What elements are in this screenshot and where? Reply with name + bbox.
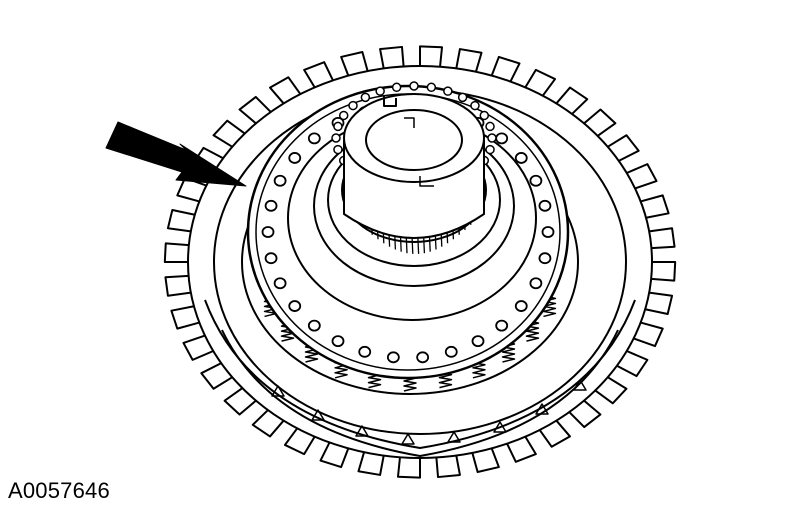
shaft-crown-tooth: [333, 121, 343, 132]
shaft-crown-tooth: [360, 92, 371, 103]
plate-hole: [416, 351, 430, 364]
drum-tooth: [649, 227, 676, 250]
shaft-crown-tooth: [348, 100, 358, 111]
plate-hole: [538, 252, 552, 265]
plate-hole: [358, 345, 372, 358]
plate-hole: [471, 335, 485, 348]
shaft-crown-tooth: [409, 81, 419, 91]
drum-tooth: [616, 350, 649, 378]
plate-hole: [307, 132, 321, 145]
plate-hole: [495, 132, 509, 145]
plate-hole: [264, 199, 278, 212]
shaft-crown-tooth: [391, 82, 402, 93]
plate-hole: [261, 226, 275, 238]
drum-tooth: [640, 194, 670, 219]
shaft-crown-tooth: [331, 133, 341, 143]
drum-tooth: [524, 68, 557, 97]
drum-tooth: [268, 76, 302, 105]
drum-tooth: [506, 436, 537, 463]
plate-hole: [529, 174, 543, 187]
drum-spline-teeth: [163, 45, 677, 479]
shaft-crown-tooth: [333, 144, 343, 155]
drum-tooth: [419, 45, 444, 67]
plate-hole: [541, 226, 555, 238]
drum-tooth: [200, 362, 233, 390]
drum-tooth: [283, 427, 316, 456]
shaft-crown-tooth: [338, 110, 349, 121]
drum-slots: [271, 379, 587, 445]
drum-tooth: [170, 305, 200, 330]
drum-tooth: [396, 457, 421, 479]
shaft-crown-tooth: [485, 144, 495, 155]
plate-hole: [307, 319, 321, 332]
plate-hole: [514, 300, 528, 312]
drum-tooth: [379, 45, 405, 69]
shaft-crown-tooth: [375, 86, 385, 96]
drum-tooth: [340, 50, 369, 76]
shaft-crown-tooth: [426, 82, 437, 93]
drum-tooth: [490, 55, 521, 82]
shaft-crown-tooth: [479, 110, 490, 121]
plate-hole: [331, 335, 345, 348]
callout-arrow: [105, 121, 247, 187]
plate-hole: [288, 300, 302, 312]
drum-tooth: [626, 163, 658, 190]
drum-tooth: [166, 209, 196, 233]
plate-hole: [273, 277, 287, 290]
shaft-bore: [365, 109, 463, 171]
shaft-crown-tooth: [443, 86, 453, 96]
drum-tooth: [471, 448, 500, 474]
plate-hole: [273, 174, 287, 187]
figure-id-label: A0057646: [8, 478, 110, 503]
shaft-crown-tooth: [485, 121, 495, 132]
plate-hole: [529, 277, 543, 290]
shaft-crown-tooth: [457, 92, 468, 103]
drum-tooth: [319, 442, 350, 469]
plate-hole: [386, 351, 400, 364]
plate-hole: [288, 152, 302, 164]
drum-tooth: [633, 321, 664, 348]
drum-tooth: [163, 242, 189, 263]
drum-tooth: [435, 455, 461, 479]
drum-tooth: [182, 334, 214, 361]
drum-tooth: [644, 291, 674, 315]
plate-hole: [538, 199, 552, 212]
plate-hole: [264, 252, 278, 265]
drum-tooth: [607, 134, 640, 162]
shaft-crown-tooth: [487, 133, 497, 143]
shaft-crown-tooth: [470, 100, 480, 111]
drum-tooth: [164, 274, 191, 297]
plate-hole: [514, 152, 528, 164]
drum-tooth: [303, 61, 334, 88]
drum-tooth: [357, 451, 385, 476]
drum-tooth: [651, 261, 677, 282]
drum-tooth: [538, 419, 572, 448]
plate-hole: [495, 319, 509, 332]
plate-hole: [444, 345, 458, 358]
drum-tooth: [455, 48, 483, 73]
